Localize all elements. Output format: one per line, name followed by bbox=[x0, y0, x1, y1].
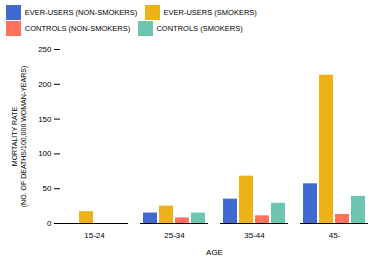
html-text:EVER-USERS (SMOKERS): EVER-USERS (SMOKERS) bbox=[163, 7, 257, 17]
svg-text:AGE: AGE bbox=[206, 248, 223, 257]
svg-text:150: 150 bbox=[38, 115, 52, 124]
svg-text:0: 0 bbox=[47, 219, 52, 228]
svg-text:200: 200 bbox=[38, 80, 52, 89]
svg-text:25-34: 25-34 bbox=[164, 231, 185, 240]
svg-text:100: 100 bbox=[38, 149, 52, 158]
html-text:CONTROLS (NON-SMOKERS): CONTROLS (NON-SMOKERS) bbox=[24, 24, 131, 34]
html-text:EVER-USERS (NON-SMOKERS): EVER-USERS (NON-SMOKERS) bbox=[24, 7, 138, 17]
svg-text:35-44: 35-44 bbox=[244, 231, 265, 240]
svg-text:45-: 45- bbox=[329, 231, 341, 240]
svg-text:50: 50 bbox=[43, 184, 52, 193]
svg-text:MORTALITY RATE(NO. OF DEATHS/1: MORTALITY RATE(NO. OF DEATHS/100,000 WOM… bbox=[11, 66, 28, 207]
html-text:CONTROLS (SMOKERS): CONTROLS (SMOKERS) bbox=[156, 24, 243, 34]
svg-text:15-24: 15-24 bbox=[84, 231, 105, 240]
svg-text:250: 250 bbox=[38, 45, 52, 54]
